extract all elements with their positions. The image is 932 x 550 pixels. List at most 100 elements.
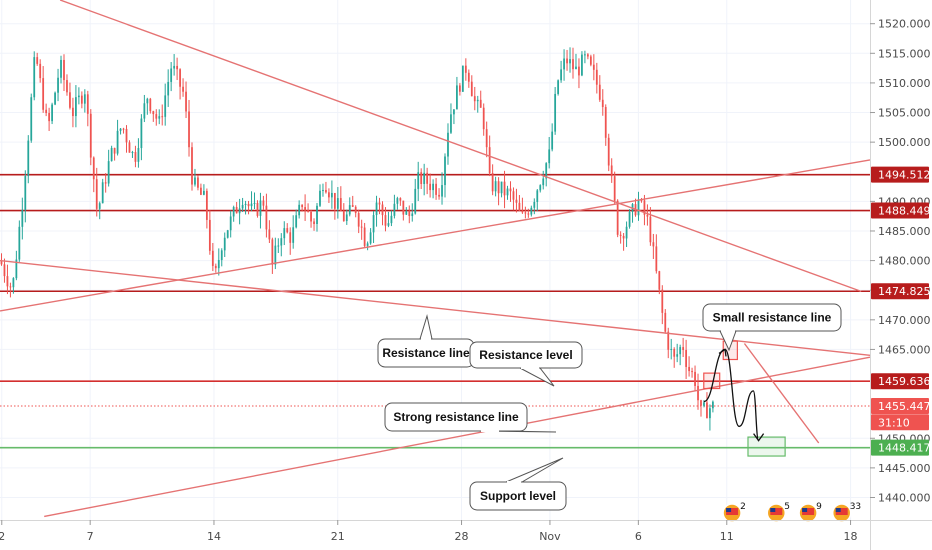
candle-body: [598, 84, 601, 100]
candle-body: [545, 163, 548, 179]
candle-body: [66, 80, 68, 93]
price-label-box: [871, 373, 929, 390]
candle-body: [244, 203, 247, 205]
event-badge[interactable]: 2: [722, 502, 746, 523]
candle-body: [667, 331, 670, 350]
candle-body: [697, 385, 699, 401]
candle-body: [518, 202, 521, 211]
candle-body: [363, 227, 366, 246]
candle-body: [92, 157, 95, 180]
candle-body: [402, 200, 405, 215]
candle-body: [670, 348, 673, 350]
price-label-box: [871, 166, 929, 183]
candle-body: [232, 207, 235, 217]
candle-body: [470, 81, 473, 97]
trend-line[interactable]: [44, 356, 871, 518]
candle-body: [119, 128, 122, 131]
candle-body: [622, 235, 625, 239]
target-box[interactable]: [747, 436, 786, 457]
candle-body: [241, 204, 244, 209]
callout[interactable]: Resistance level: [469, 341, 583, 387]
trend-lines[interactable]: [0, 0, 871, 518]
candle-body: [527, 213, 530, 215]
candle-body: [637, 200, 640, 216]
forecast-curve[interactable]: [703, 348, 760, 442]
forecast-path[interactable]: [703, 348, 765, 442]
candle-body: [682, 347, 685, 351]
candle-body: [485, 129, 488, 148]
candle-body: [461, 65, 464, 92]
candle-body: [253, 202, 256, 204]
candle-body: [345, 214, 348, 222]
candle-body: [152, 111, 155, 115]
candle-body: [396, 198, 399, 204]
callout[interactable]: Small resistance line: [702, 303, 842, 352]
candle-body: [336, 198, 339, 209]
event-count: 2: [740, 502, 746, 512]
forecast-arrowhead: [718, 348, 727, 357]
candle-body: [372, 215, 375, 233]
candle-body: [530, 207, 533, 215]
candle-body: [482, 107, 485, 130]
callout-box: [702, 303, 842, 332]
callout[interactable]: Strong resistance line: [384, 402, 557, 433]
candle-body: [542, 178, 545, 186]
candle-body: [220, 250, 223, 261]
y-axis[interactable]: 1520.000 1515.000 1510.000 1505.000 1500.000…: [870, 18, 931, 505]
event-badge[interactable]: 33: [831, 502, 861, 523]
x-tick-label: 28: [455, 530, 469, 543]
flag-canton: [770, 508, 776, 512]
event-badge[interactable]: 9: [798, 502, 822, 523]
candle-body: [69, 92, 71, 108]
candle-body: [569, 59, 571, 64]
candle-body: [83, 94, 86, 104]
candle-body: [18, 226, 21, 260]
candle-body: [107, 161, 110, 184]
candle-body: [589, 56, 592, 65]
trend-line[interactable]: [0, 159, 871, 312]
candle-body: [182, 86, 184, 92]
candle-body: [694, 371, 696, 386]
candle-body: [467, 72, 470, 82]
candle-body: [256, 202, 259, 216]
candle-body: [554, 93, 557, 132]
candle-body: [339, 198, 342, 212]
candle-body: [685, 350, 688, 367]
price-label-box: [871, 439, 929, 456]
callout-label: Strong resistance line: [393, 410, 519, 424]
callouts[interactable]: Resistance line Resistance level Strong re…: [377, 303, 842, 511]
price-label-text: 1455.447: [878, 400, 931, 413]
x-axis[interactable]: 2 7 14 21 28 Nov 6 11 18: [0, 520, 858, 543]
forecast-boxes[interactable]: [703, 340, 786, 457]
candle-body: [313, 221, 315, 225]
candle-body: [607, 137, 610, 166]
event-badge[interactable]: 5: [766, 502, 790, 523]
candle-body: [101, 182, 104, 204]
candle-body: [595, 69, 598, 85]
trend-line[interactable]: [743, 343, 820, 444]
candle-body: [301, 204, 304, 208]
candle-body: [586, 54, 589, 57]
candle-body: [223, 237, 226, 251]
callout[interactable]: Resistance line: [377, 314, 475, 368]
candle-body: [128, 142, 131, 153]
horizontal-levels[interactable]: [0, 173, 870, 449]
candle-body: [408, 211, 411, 217]
candle-body: [27, 140, 30, 177]
candle-body: [625, 226, 628, 239]
candle-body: [652, 242, 655, 247]
candle-body: [292, 227, 295, 243]
flag-canton: [802, 508, 808, 512]
event-count: 9: [816, 502, 822, 512]
candle-body: [521, 210, 524, 213]
candle-body: [95, 179, 98, 209]
event-badges[interactable]: 2 5 9 33: [722, 502, 861, 523]
trend-line[interactable]: [59, 0, 862, 293]
candle-body: [72, 107, 74, 117]
callout[interactable]: Support level: [469, 457, 567, 511]
candle-body: [503, 181, 506, 196]
candle-body: [566, 58, 568, 64]
candle-body: [429, 183, 432, 191]
candle-body: [688, 366, 690, 372]
